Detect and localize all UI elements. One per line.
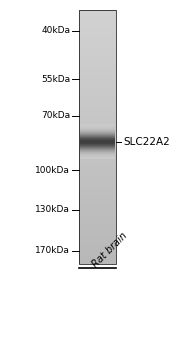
Text: 40kDa: 40kDa [41, 26, 70, 35]
Text: 170kDa: 170kDa [35, 246, 70, 255]
Text: Rat brain: Rat brain [91, 231, 129, 270]
Text: 55kDa: 55kDa [41, 75, 70, 84]
Text: 100kDa: 100kDa [35, 166, 70, 175]
Text: SLC22A2: SLC22A2 [123, 137, 170, 147]
Text: 70kDa: 70kDa [41, 111, 70, 120]
Text: 130kDa: 130kDa [35, 205, 70, 215]
